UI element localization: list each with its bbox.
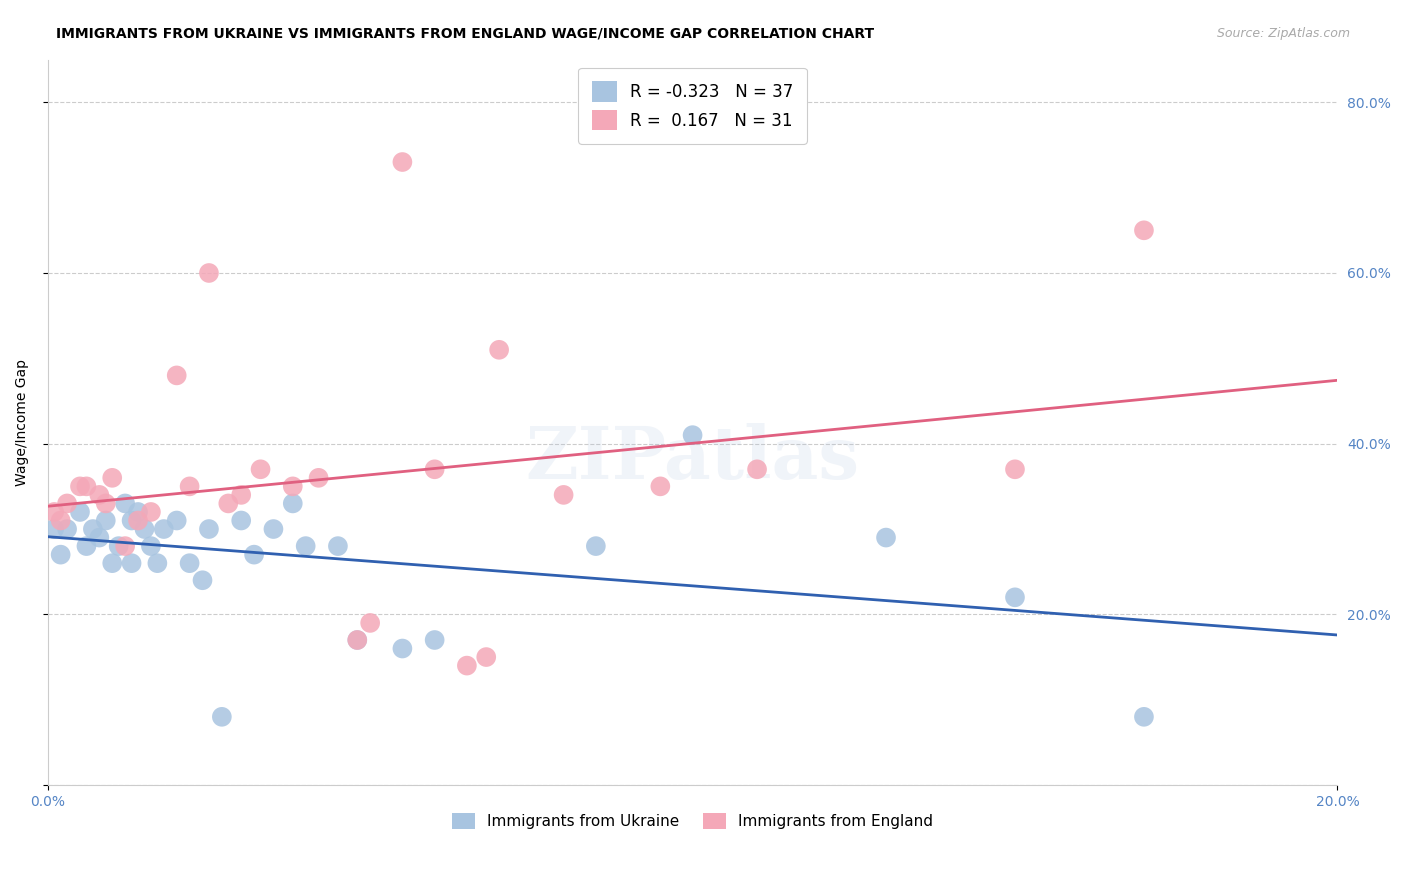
Point xyxy=(326,539,349,553)
Y-axis label: Wage/Income Gap: Wage/Income Gap xyxy=(15,359,30,486)
Point xyxy=(217,496,239,510)
Point xyxy=(553,488,575,502)
Point xyxy=(262,522,284,536)
Point xyxy=(127,514,149,528)
Point xyxy=(391,155,413,169)
Point xyxy=(56,496,79,510)
Point xyxy=(249,462,271,476)
Point xyxy=(423,462,446,476)
Point xyxy=(139,505,162,519)
Point xyxy=(198,266,221,280)
Point xyxy=(1133,223,1156,237)
Point xyxy=(82,522,104,536)
Point xyxy=(139,539,162,553)
Point xyxy=(682,428,704,442)
Point xyxy=(650,479,672,493)
Point xyxy=(146,556,169,570)
Point xyxy=(475,650,498,665)
Point xyxy=(281,496,304,510)
Point xyxy=(456,658,478,673)
Point xyxy=(101,471,124,485)
Point xyxy=(875,531,897,545)
Point xyxy=(231,488,253,502)
Point xyxy=(44,522,66,536)
Point xyxy=(121,556,143,570)
Point xyxy=(243,548,266,562)
Text: IMMIGRANTS FROM UKRAINE VS IMMIGRANTS FROM ENGLAND WAGE/INCOME GAP CORRELATION C: IMMIGRANTS FROM UKRAINE VS IMMIGRANTS FR… xyxy=(56,27,875,41)
Point xyxy=(114,539,136,553)
Point xyxy=(211,710,233,724)
Point xyxy=(166,514,188,528)
Point xyxy=(179,556,201,570)
Point xyxy=(107,539,129,553)
Point xyxy=(153,522,176,536)
Text: ZIPatlas: ZIPatlas xyxy=(526,423,859,494)
Text: Source: ZipAtlas.com: Source: ZipAtlas.com xyxy=(1216,27,1350,40)
Point xyxy=(89,488,111,502)
Point xyxy=(49,548,72,562)
Point xyxy=(1133,710,1156,724)
Point xyxy=(69,479,91,493)
Point xyxy=(391,641,413,656)
Point xyxy=(346,632,368,647)
Point xyxy=(56,522,79,536)
Point xyxy=(101,556,124,570)
Point xyxy=(198,522,221,536)
Point xyxy=(166,368,188,383)
Point xyxy=(49,514,72,528)
Point xyxy=(1004,591,1026,605)
Point xyxy=(75,479,97,493)
Legend: Immigrants from Ukraine, Immigrants from England: Immigrants from Ukraine, Immigrants from… xyxy=(446,807,939,836)
Point xyxy=(346,632,368,647)
Point xyxy=(745,462,768,476)
Point xyxy=(281,479,304,493)
Point xyxy=(359,615,381,630)
Point xyxy=(44,505,66,519)
Point xyxy=(488,343,510,357)
Point xyxy=(294,539,316,553)
Point xyxy=(121,514,143,528)
Point xyxy=(179,479,201,493)
Point xyxy=(89,531,111,545)
Point xyxy=(231,514,253,528)
Point xyxy=(191,574,214,588)
Point xyxy=(94,496,117,510)
Point xyxy=(585,539,607,553)
Point xyxy=(127,505,149,519)
Point xyxy=(75,539,97,553)
Point xyxy=(423,632,446,647)
Point xyxy=(94,514,117,528)
Point xyxy=(1004,462,1026,476)
Point xyxy=(114,496,136,510)
Point xyxy=(308,471,330,485)
Point xyxy=(134,522,156,536)
Point xyxy=(69,505,91,519)
